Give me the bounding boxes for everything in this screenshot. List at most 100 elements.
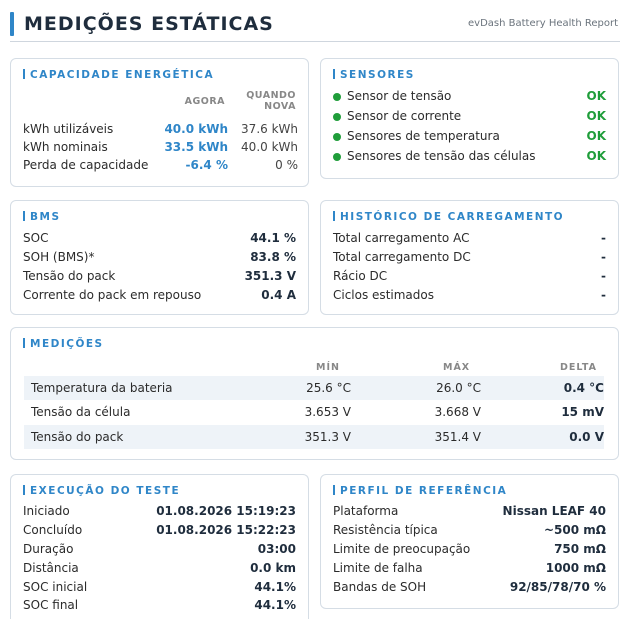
reference-label: Limite de preocupação	[333, 542, 471, 556]
capacity-now-value: 33.5 kWh	[164, 140, 228, 154]
sensor-item: Sensor de corrente OK	[333, 109, 606, 127]
capacity-col-new-line2: NOVA	[264, 101, 296, 112]
status-dot-icon	[333, 93, 341, 101]
test-run-value: 01.08.2026 15:22:23	[156, 523, 296, 537]
reference-row: Limite de falha 1000 mΩ	[333, 561, 606, 579]
measurements-card-title: MEDIÇÕES	[23, 338, 104, 350]
sensor-status: OK	[586, 129, 607, 143]
measurement-row: Tensão da célula 3.653 V 3.668 V 15 mV	[24, 400, 604, 424]
measurement-name: Tensão da célula	[31, 405, 131, 419]
reference-label: Resistência típica	[333, 523, 438, 537]
bms-row: SOH (BMS)* 83.8 %	[23, 250, 296, 268]
measurement-row: Temperatura da bateria 25.6 °C 26.0 °C 0…	[24, 376, 604, 400]
measurement-delta: 0.0 V	[569, 430, 604, 444]
reference-profile-card: PERFIL DE REFERÊNCIA Plataforma Nissan L…	[320, 474, 619, 609]
measurement-name: Tensão do pack	[31, 430, 124, 444]
capacity-row: kWh utilizáveis 40.0 kWh 37.6 kWh	[23, 122, 298, 140]
capacity-row: kWh nominais 33.5 kWh 40.0 kWh	[23, 140, 298, 158]
measurement-max: 3.668 V	[434, 405, 481, 419]
bms-label: Tensão do pack	[23, 269, 116, 283]
reference-value: 1000 mΩ	[545, 561, 606, 575]
test-run-card-title: EXECUÇÃO DO TESTE	[23, 485, 180, 497]
test-run-value: 44.1%	[254, 598, 296, 612]
charging-label: Total carregamento AC	[333, 231, 470, 245]
report-subtitle: evDash Battery Health Report	[468, 18, 618, 29]
bms-value: 0.4 A	[261, 288, 296, 302]
bms-label: SOH (BMS)*	[23, 250, 95, 264]
measurements-card: MEDIÇÕES MÍN MÁX DELTA Temperatura da ba…	[10, 327, 619, 460]
bms-card: BMS SOC 44.1 % SOH (BMS)* 83.8 % Tensão …	[10, 200, 309, 315]
reference-row: Bandas de SOH 92/85/78/70 %	[333, 580, 606, 598]
sensor-status: OK	[586, 149, 607, 163]
test-run-label: Distância	[23, 561, 79, 575]
status-dot-icon	[333, 153, 341, 161]
bms-value: 44.1 %	[250, 231, 296, 245]
charging-row: Ciclos estimados -	[333, 288, 606, 306]
capacity-now-value: 40.0 kWh	[164, 122, 228, 136]
capacity-label: Perda de capacidade	[23, 158, 149, 172]
measurements-title-text: MEDIÇÕES	[30, 338, 104, 350]
bms-value: 83.8 %	[250, 250, 296, 264]
title-accent-bar	[333, 69, 335, 79]
reference-value: ~500 mΩ	[544, 523, 606, 537]
capacity-label: kWh nominais	[23, 140, 108, 154]
measurement-row: Tensão do pack 351.3 V 351.4 V 0.0 V	[24, 425, 604, 449]
test-run-row: Iniciado 01.08.2026 15:19:23	[23, 504, 296, 522]
sensor-status: OK	[586, 89, 607, 103]
charging-value: -	[601, 288, 606, 302]
reference-label: Limite de falha	[333, 561, 423, 575]
charging-card-title: HISTÓRICO DE CARREGAMENTO	[333, 211, 564, 223]
capacity-card-title: CAPACIDADE ENERGÉTICA	[23, 69, 214, 81]
measurements-col-max: MÁX	[443, 362, 471, 373]
capacity-title-text: CAPACIDADE ENERGÉTICA	[30, 69, 215, 81]
sensor-label: Sensores de temperatura	[347, 129, 500, 143]
reference-value: 92/85/78/70 %	[509, 580, 606, 594]
reference-title-text: PERFIL DE REFERÊNCIA	[340, 485, 508, 497]
title-accent-bar	[23, 211, 25, 221]
reference-row: Resistência típica ~500 mΩ	[333, 523, 606, 541]
test-run-value: 0.0 km	[250, 561, 296, 575]
test-run-label: Concluído	[23, 523, 83, 537]
charging-label: Rácio DC	[333, 269, 388, 283]
sensor-label: Sensor de tensão	[347, 89, 452, 103]
title-accent-bar	[333, 485, 335, 495]
page-title: MEDIÇÕES ESTÁTICAS	[24, 13, 274, 35]
capacity-card: CAPACIDADE ENERGÉTICA AGORA QUANDO NOVA …	[10, 58, 309, 187]
sensors-title-text: SENSORES	[340, 69, 415, 81]
header-accent-bar	[10, 12, 14, 36]
status-dot-icon	[333, 133, 341, 141]
charging-value: -	[601, 231, 606, 245]
test-run-row: SOC inicial 44.1%	[23, 580, 296, 598]
test-run-row: Duração 03:00	[23, 542, 296, 560]
status-dot-icon	[333, 113, 341, 121]
bms-row: Tensão do pack 351.3 V	[23, 269, 296, 287]
bms-row: Corrente do pack em repouso 0.4 A	[23, 288, 296, 306]
measurement-name: Temperatura da bateria	[31, 381, 173, 395]
bms-label: Corrente do pack em repouso	[23, 288, 202, 302]
bms-title-text: BMS	[30, 211, 61, 223]
test-run-label: Duração	[23, 542, 74, 556]
title-accent-bar	[23, 485, 25, 495]
sensor-status: OK	[586, 109, 607, 123]
capacity-col-new-line1: QUANDO	[246, 90, 296, 101]
measurement-min: 25.6 °C	[306, 381, 351, 395]
test-run-value: 44.1%	[254, 580, 296, 594]
test-run-title-text: EXECUÇÃO DO TESTE	[30, 485, 181, 497]
charging-value: -	[601, 269, 606, 283]
reference-value: Nissan LEAF 40	[502, 504, 606, 518]
charging-value: -	[601, 250, 606, 264]
test-run-label: Iniciado	[23, 504, 70, 518]
measurement-min: 3.653 V	[304, 405, 351, 419]
charging-label: Total carregamento DC	[333, 250, 471, 264]
test-run-row: Distância 0.0 km	[23, 561, 296, 579]
charging-history-card: HISTÓRICO DE CARREGAMENTO Total carregam…	[320, 200, 619, 315]
title-accent-bar	[23, 69, 25, 79]
measurement-delta: 15 mV	[561, 405, 604, 419]
test-run-row: SOC final 44.1%	[23, 598, 296, 616]
capacity-row: Perda de capacidade -6.4 % 0 %	[23, 158, 298, 176]
bms-row: SOC 44.1 %	[23, 231, 296, 249]
capacity-new-value: 37.6 kWh	[241, 122, 298, 136]
capacity-col-new: QUANDO NOVA	[246, 90, 296, 112]
capacity-now-value: -6.4 %	[185, 158, 228, 172]
test-run-value: 03:00	[257, 542, 296, 556]
